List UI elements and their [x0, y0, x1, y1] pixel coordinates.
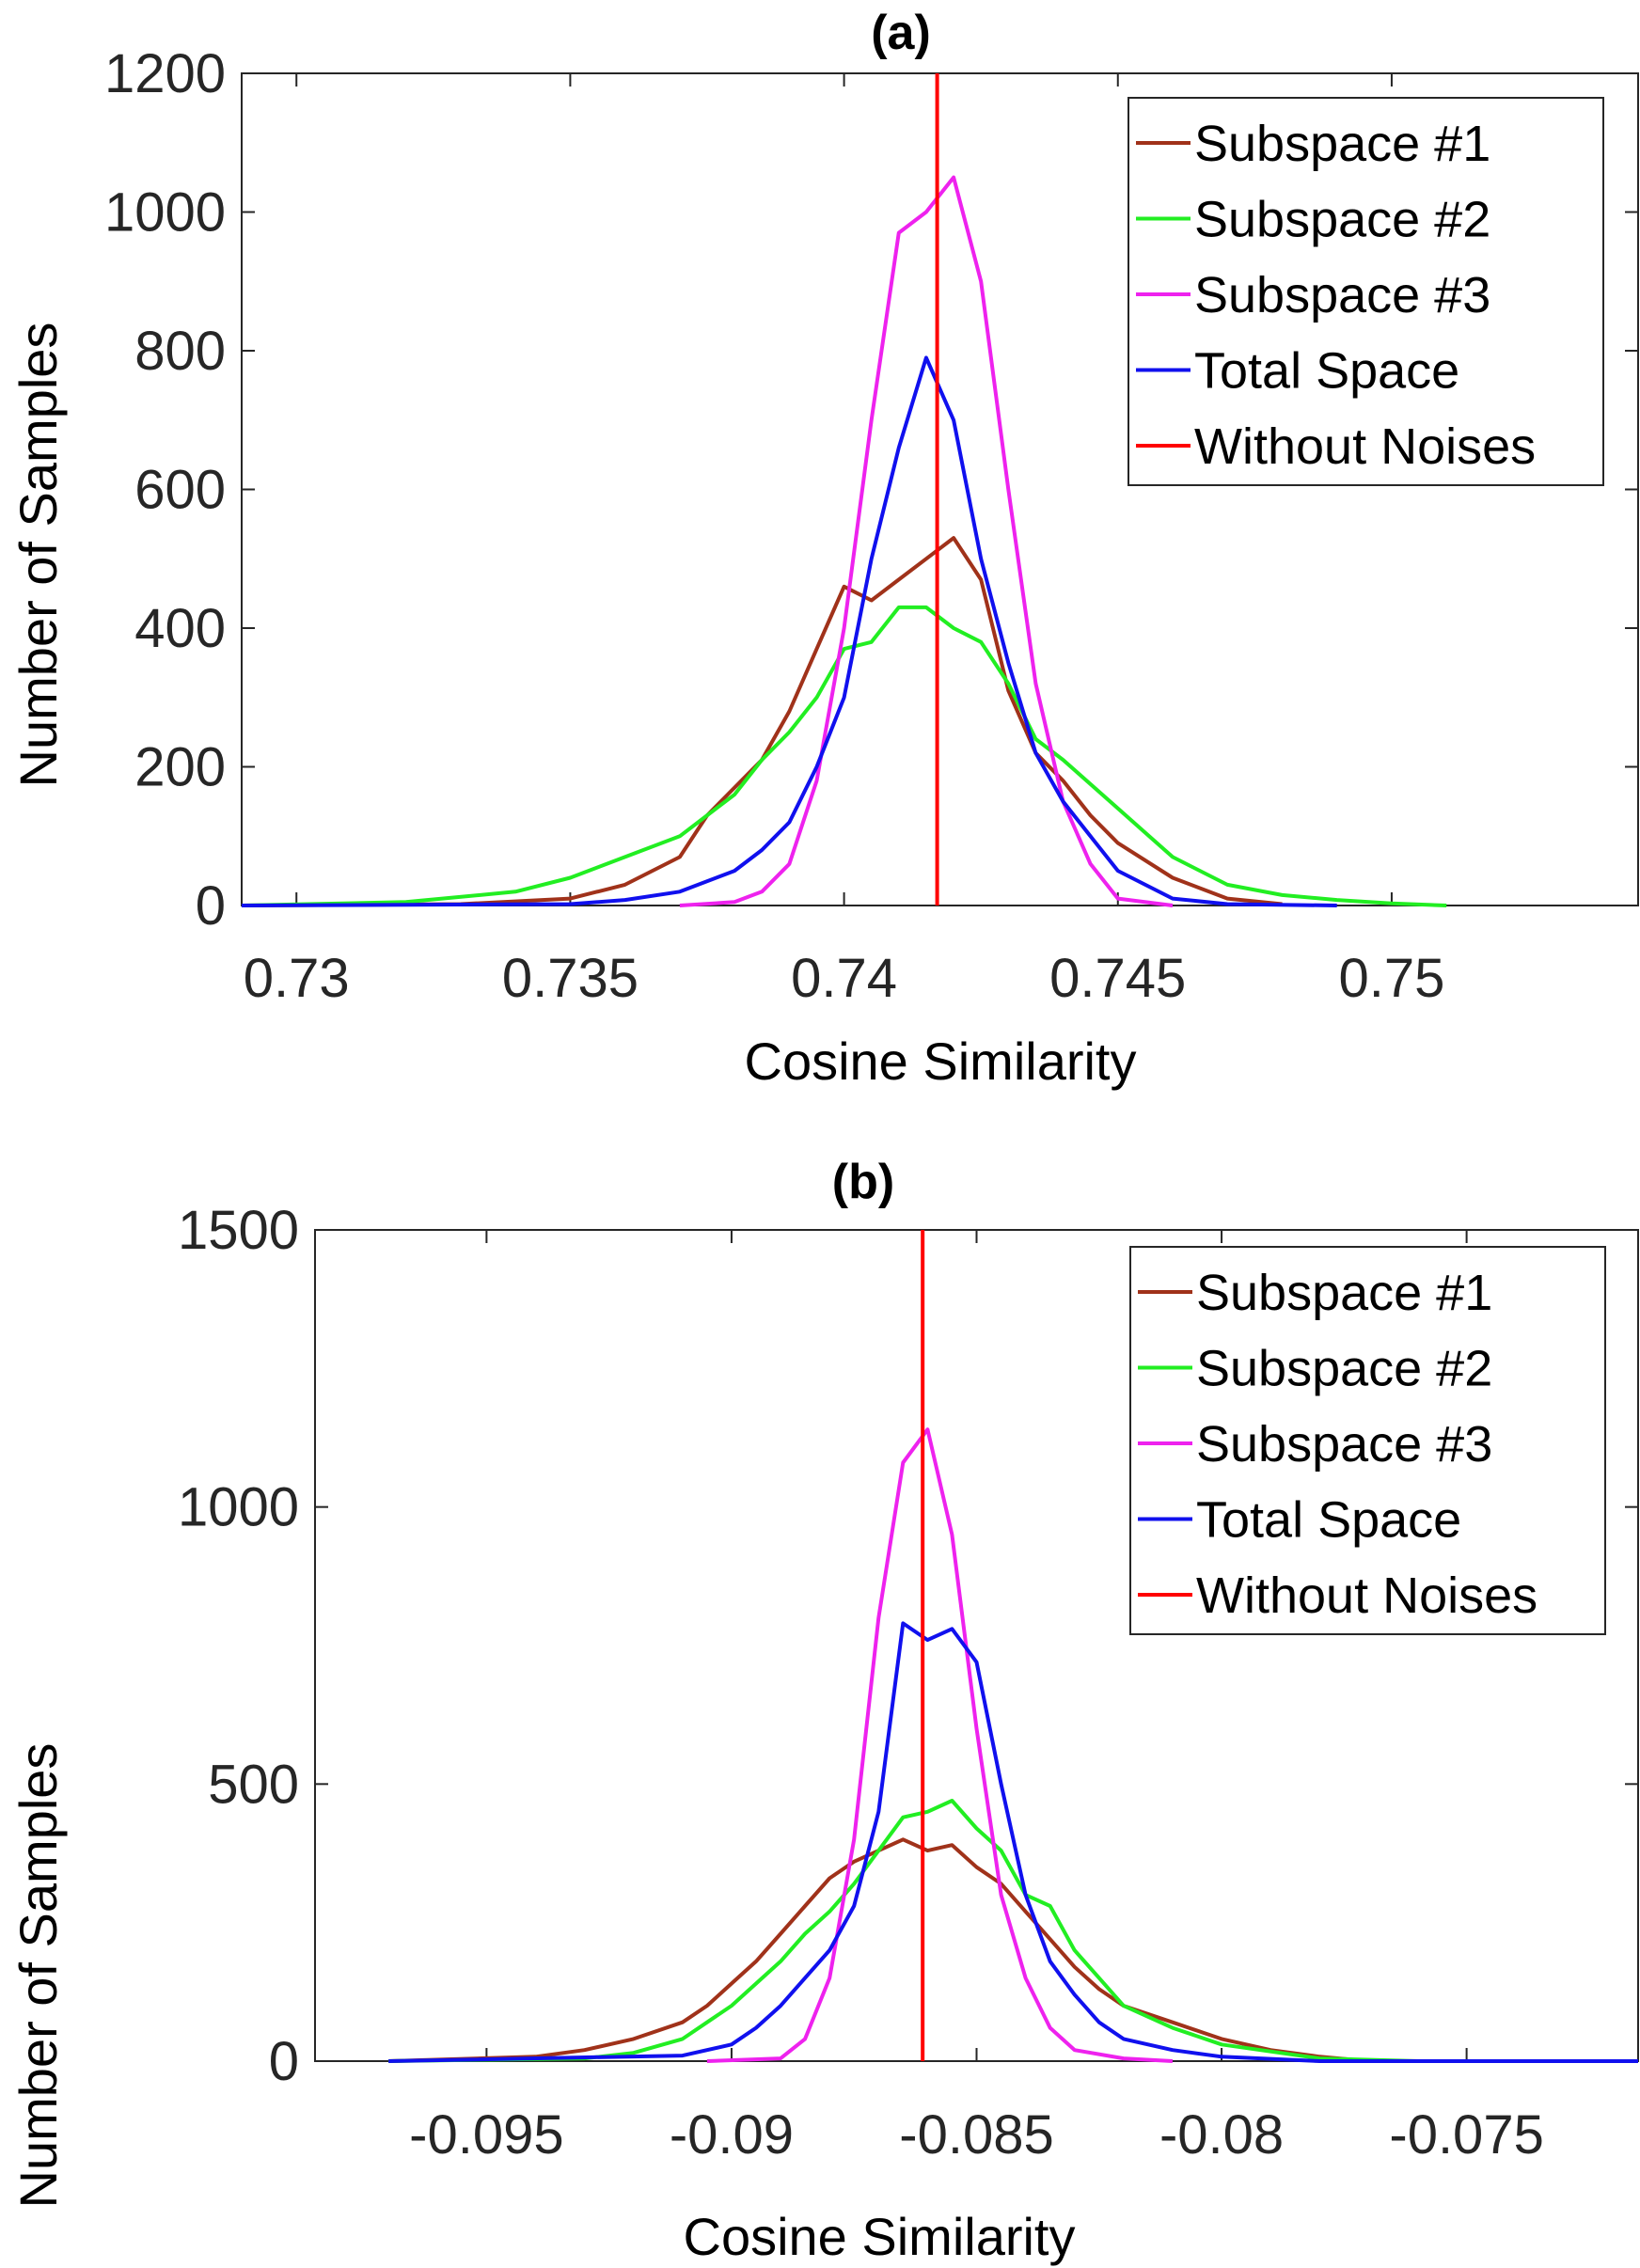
x-tick-label: 0.74	[791, 948, 897, 1009]
series-line-subspace-2	[241, 605, 1447, 907]
y-tick-label: 600	[134, 460, 226, 521]
chart-a-svg: 0 200 400 600 800 1000 1200 0.73 0.735 0.74 0.745 0…	[8, 6, 1639, 1091]
legend: Subspace #1 Subspace #2 Subspace #3 Total S…	[1128, 97, 1604, 486]
y-tick-label: 1500	[178, 1200, 299, 1261]
legend-box	[1128, 97, 1604, 486]
x-tick-label: 0.745	[1049, 948, 1186, 1009]
y-tick-label: 400	[134, 598, 226, 659]
x-axis-label: Cosine Similarity	[684, 2207, 1076, 2266]
legend-label-subspace-1: Subspace #1	[1194, 116, 1490, 172]
x-tick-label: -0.095	[409, 2104, 563, 2166]
legend-label-subspace-1: Subspace #1	[1196, 1265, 1492, 1321]
chart-panel-a: 0 200 400 600 800 1000 1200 0.73 0.735 0.74 0.745 0…	[0, 0, 1640, 1128]
y-tick-label: 1000	[178, 1477, 299, 1538]
legend-label-total-space: Total Space	[1194, 343, 1459, 400]
chart-b-svg: 0 500 1000 1500 -0.095 -0.09 -0.085 -0.08 -0.075…	[8, 1155, 1639, 2266]
x-tick-label: -0.08	[1159, 2104, 1284, 2166]
legend-label-subspace-2: Subspace #2	[1196, 1341, 1492, 1397]
legend-label-subspace-3: Subspace #3	[1194, 267, 1490, 323]
legend-label-without-noises: Without Noises	[1194, 418, 1536, 475]
series-line-subspace-3	[679, 175, 1174, 907]
x-tick-label: -0.085	[899, 2104, 1053, 2166]
y-tick-label: 800	[134, 321, 226, 382]
y-axis-label: Number of Samples	[8, 1743, 68, 2209]
chart-title: (a)	[871, 6, 931, 60]
y-tick-label: 500	[208, 1754, 299, 1815]
y-tick-label: 0	[196, 875, 226, 937]
y-axis-label: Number of Samples	[8, 323, 68, 788]
x-tick-label: 0.735	[502, 948, 639, 1009]
chart-panel-b: 0 500 1000 1500 -0.095 -0.09 -0.085 -0.08 -0.075…	[0, 1134, 1640, 2268]
legend-label-without-noises: Without Noises	[1196, 1567, 1538, 1624]
legend-label-subspace-2: Subspace #2	[1194, 192, 1490, 248]
y-tick-label: 0	[269, 2031, 299, 2092]
y-tick-label: 1200	[104, 43, 226, 104]
series-line-subspace-3	[706, 1427, 1174, 2063]
legend-box	[1129, 1246, 1606, 1635]
series-line-subspace-1	[388, 1837, 1369, 2063]
legend-label-total-space: Total Space	[1196, 1492, 1461, 1549]
x-tick-label: -0.075	[1389, 2104, 1543, 2166]
series-line-total-space	[241, 355, 1337, 907]
x-tick-label: 0.73	[244, 948, 350, 1009]
y-tick-label: 200	[134, 737, 226, 798]
x-tick-label: 0.75	[1338, 948, 1444, 1009]
x-tick-label: -0.09	[670, 2104, 794, 2166]
legend-label-subspace-3: Subspace #3	[1196, 1416, 1492, 1473]
x-axis-label: Cosine Similarity	[745, 1032, 1137, 1091]
chart-title: (b)	[832, 1155, 894, 1209]
y-tick-label: 1000	[104, 182, 226, 244]
series-line-subspace-1	[241, 536, 1283, 907]
series-line-subspace-2	[388, 1799, 1418, 2063]
series-line-total-space	[388, 1621, 1638, 2063]
legend: Subspace #1 Subspace #2 Subspace #3 Total S…	[1129, 1246, 1606, 1635]
